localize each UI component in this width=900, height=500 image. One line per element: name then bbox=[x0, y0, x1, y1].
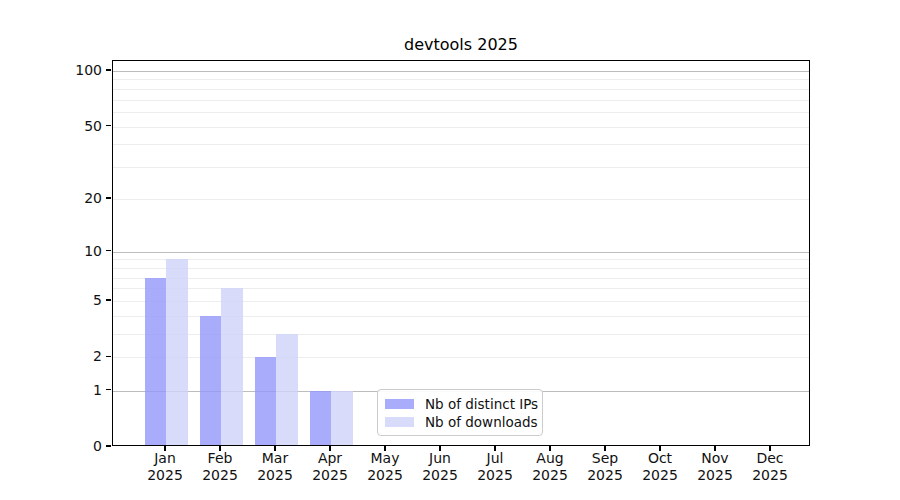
legend-swatch-downloads bbox=[385, 417, 414, 427]
y-tick-label: 20 bbox=[30, 189, 102, 207]
legend-swatch-distinct-ips bbox=[385, 399, 414, 409]
bar-downloads bbox=[276, 334, 298, 445]
bar-downloads bbox=[166, 259, 188, 445]
y-tick-mark bbox=[106, 197, 111, 199]
gridline-minor bbox=[113, 301, 809, 302]
legend-label-distinct-ips: Nb of distinct IPs bbox=[425, 396, 538, 412]
legend: Nb of distinct IPs Nb of downloads bbox=[377, 389, 543, 436]
gridline-minor bbox=[113, 288, 809, 289]
y-tick-label: 50 bbox=[30, 117, 102, 135]
y-tick-label: 2 bbox=[30, 347, 102, 365]
bar-distinct-ips bbox=[255, 357, 277, 445]
gridline-minor bbox=[113, 79, 809, 80]
y-tick-label: 10 bbox=[30, 242, 102, 260]
bar-distinct-ips bbox=[200, 316, 222, 446]
gridline-minor bbox=[113, 112, 809, 113]
gridline-minor bbox=[113, 100, 809, 101]
bar-distinct-ips bbox=[310, 391, 332, 446]
y-tick-mark bbox=[106, 299, 111, 301]
y-tick-mark bbox=[106, 125, 111, 127]
y-tick-mark bbox=[106, 445, 111, 447]
bar-downloads bbox=[221, 288, 243, 445]
gridline-major bbox=[113, 71, 809, 72]
y-tick-label: 100 bbox=[30, 61, 102, 79]
y-tick-mark bbox=[106, 69, 111, 71]
bar-distinct-ips bbox=[145, 278, 167, 446]
legend-label-downloads: Nb of downloads bbox=[425, 414, 538, 430]
x-tick-label: Dec 2025 bbox=[730, 450, 810, 484]
gridline-minor bbox=[113, 199, 809, 200]
y-tick-label: 0 bbox=[30, 437, 102, 455]
gridline-minor bbox=[113, 167, 809, 168]
gridline-minor bbox=[113, 89, 809, 90]
gridline-minor bbox=[113, 144, 809, 145]
gridline-minor bbox=[113, 278, 809, 279]
chart-title: devtools 2025 bbox=[112, 35, 810, 54]
legend-item-downloads: Nb of downloads bbox=[385, 414, 533, 430]
bar-chart: devtools 2025 0125102050100Jan 2025Feb 2… bbox=[0, 0, 900, 500]
y-tick-mark bbox=[106, 250, 111, 252]
y-tick-mark bbox=[106, 389, 111, 391]
y-tick-label: 5 bbox=[30, 291, 102, 309]
y-tick-mark bbox=[106, 356, 111, 358]
gridline-major bbox=[113, 252, 809, 253]
y-tick-label: 1 bbox=[30, 381, 102, 399]
bar-downloads bbox=[331, 391, 353, 446]
gridline-minor bbox=[113, 127, 809, 128]
gridline-minor bbox=[113, 259, 809, 260]
gridline-minor bbox=[113, 268, 809, 269]
legend-item-distinct-ips: Nb of distinct IPs bbox=[385, 396, 533, 412]
